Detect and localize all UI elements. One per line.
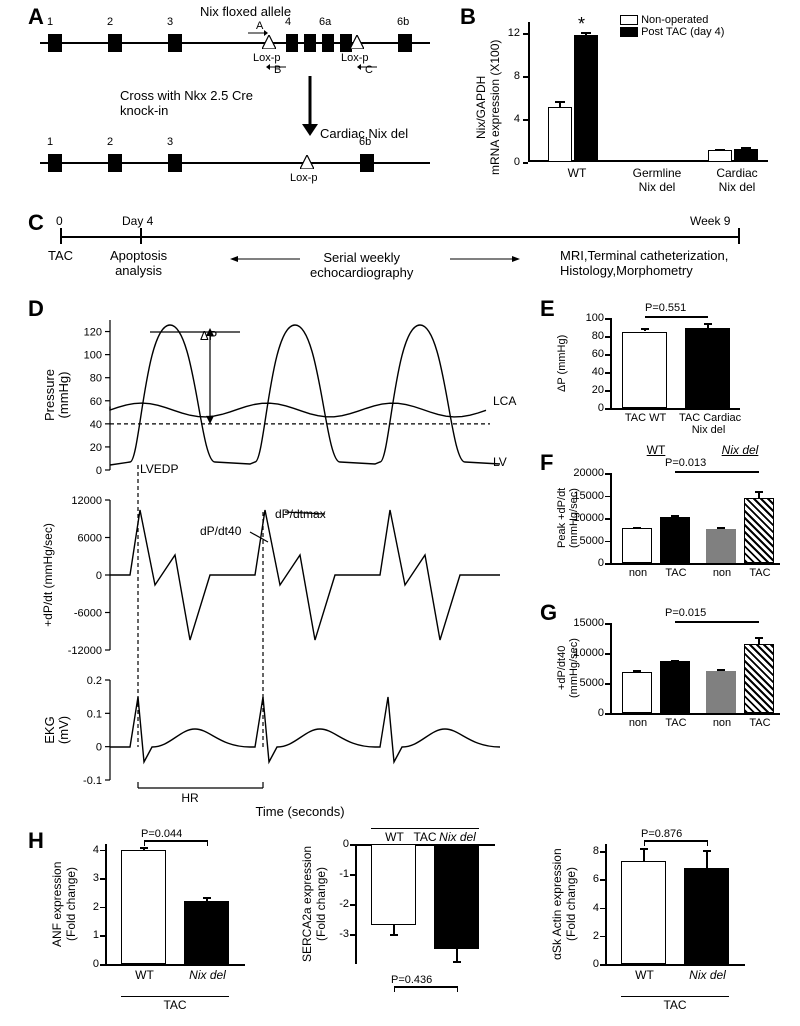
svg-text:0.2: 0.2 [87,675,102,687]
svg-text:0.1: 0.1 [87,708,102,720]
panel-e-chart: 020406080100ΔP (mmHg)TAC WTTAC Cardiac N… [560,300,780,440]
panel-d-traces: 020406080100120Pressure(mmHg)ΔPLVEDPLCAL… [30,300,520,820]
svg-text:80: 80 [90,373,102,385]
svg-text:dP/dt40: dP/dt40 [200,524,242,538]
panel-e-label: E [540,296,555,322]
svg-text:100: 100 [84,350,102,362]
svg-text:-0.1: -0.1 [83,775,102,787]
svg-text:HR: HR [181,791,199,805]
svg-text:Pressure(mmHg): Pressure(mmHg) [42,369,71,421]
panel-h-charts: 01234ANF expression (Fold change)WTNix d… [20,830,780,1020]
svg-text:0: 0 [96,570,102,582]
svg-text:60: 60 [90,396,102,408]
panel-b-label: B [460,4,476,30]
svg-text:0: 0 [96,742,102,754]
panel-g-label: G [540,600,557,626]
panel-a-title: Nix floxed allele [200,4,291,19]
panel-f-chart: 05000100001500020000Peak +dP/dt (mmHg/se… [560,455,785,595]
panel-b-legend: Non-operated Post TAC (day 4) [620,14,724,38]
svg-text:+dP/dt (mmHg/sec): +dP/dt (mmHg/sec) [41,523,55,627]
panel-a-diagram: Nix floxed allele 12346a6b Lox-p Lox-p A… [30,8,450,208]
svg-text:-6000: -6000 [74,608,102,620]
svg-text:0: 0 [96,465,102,477]
svg-text:-12000: -12000 [68,645,102,657]
panel-a-cross-text: Cross with Nkx 2.5 Cre knock-in [120,88,253,118]
svg-text:EKG(mV): EKG(mV) [42,716,71,744]
svg-text:20: 20 [90,442,102,454]
svg-text:LCA: LCA [493,394,516,408]
svg-text:Time (seconds): Time (seconds) [255,804,344,819]
svg-text:LV: LV [493,455,507,469]
svg-text:40: 40 [90,419,102,431]
panel-c-timeline: 0 Day 4 Week 9 TAC Apoptosis analysis Se… [30,218,770,288]
svg-text:120: 120 [84,327,102,339]
svg-text:LVEDP: LVEDP [140,462,178,476]
panel-f-label: F [540,450,553,476]
panel-b-chart: Nix/GAPDH mRNA expression (X100) 04812WT… [480,12,780,202]
svg-text:6000: 6000 [78,533,102,545]
svg-text:12000: 12000 [71,495,102,507]
panel-g-chart: 050001000015000+dP/dt40 (mmHg/sec)nonTAC… [560,605,785,745]
panel-b-plot: 04812WTGermline Nix delCardiac Nix del* [528,22,768,162]
